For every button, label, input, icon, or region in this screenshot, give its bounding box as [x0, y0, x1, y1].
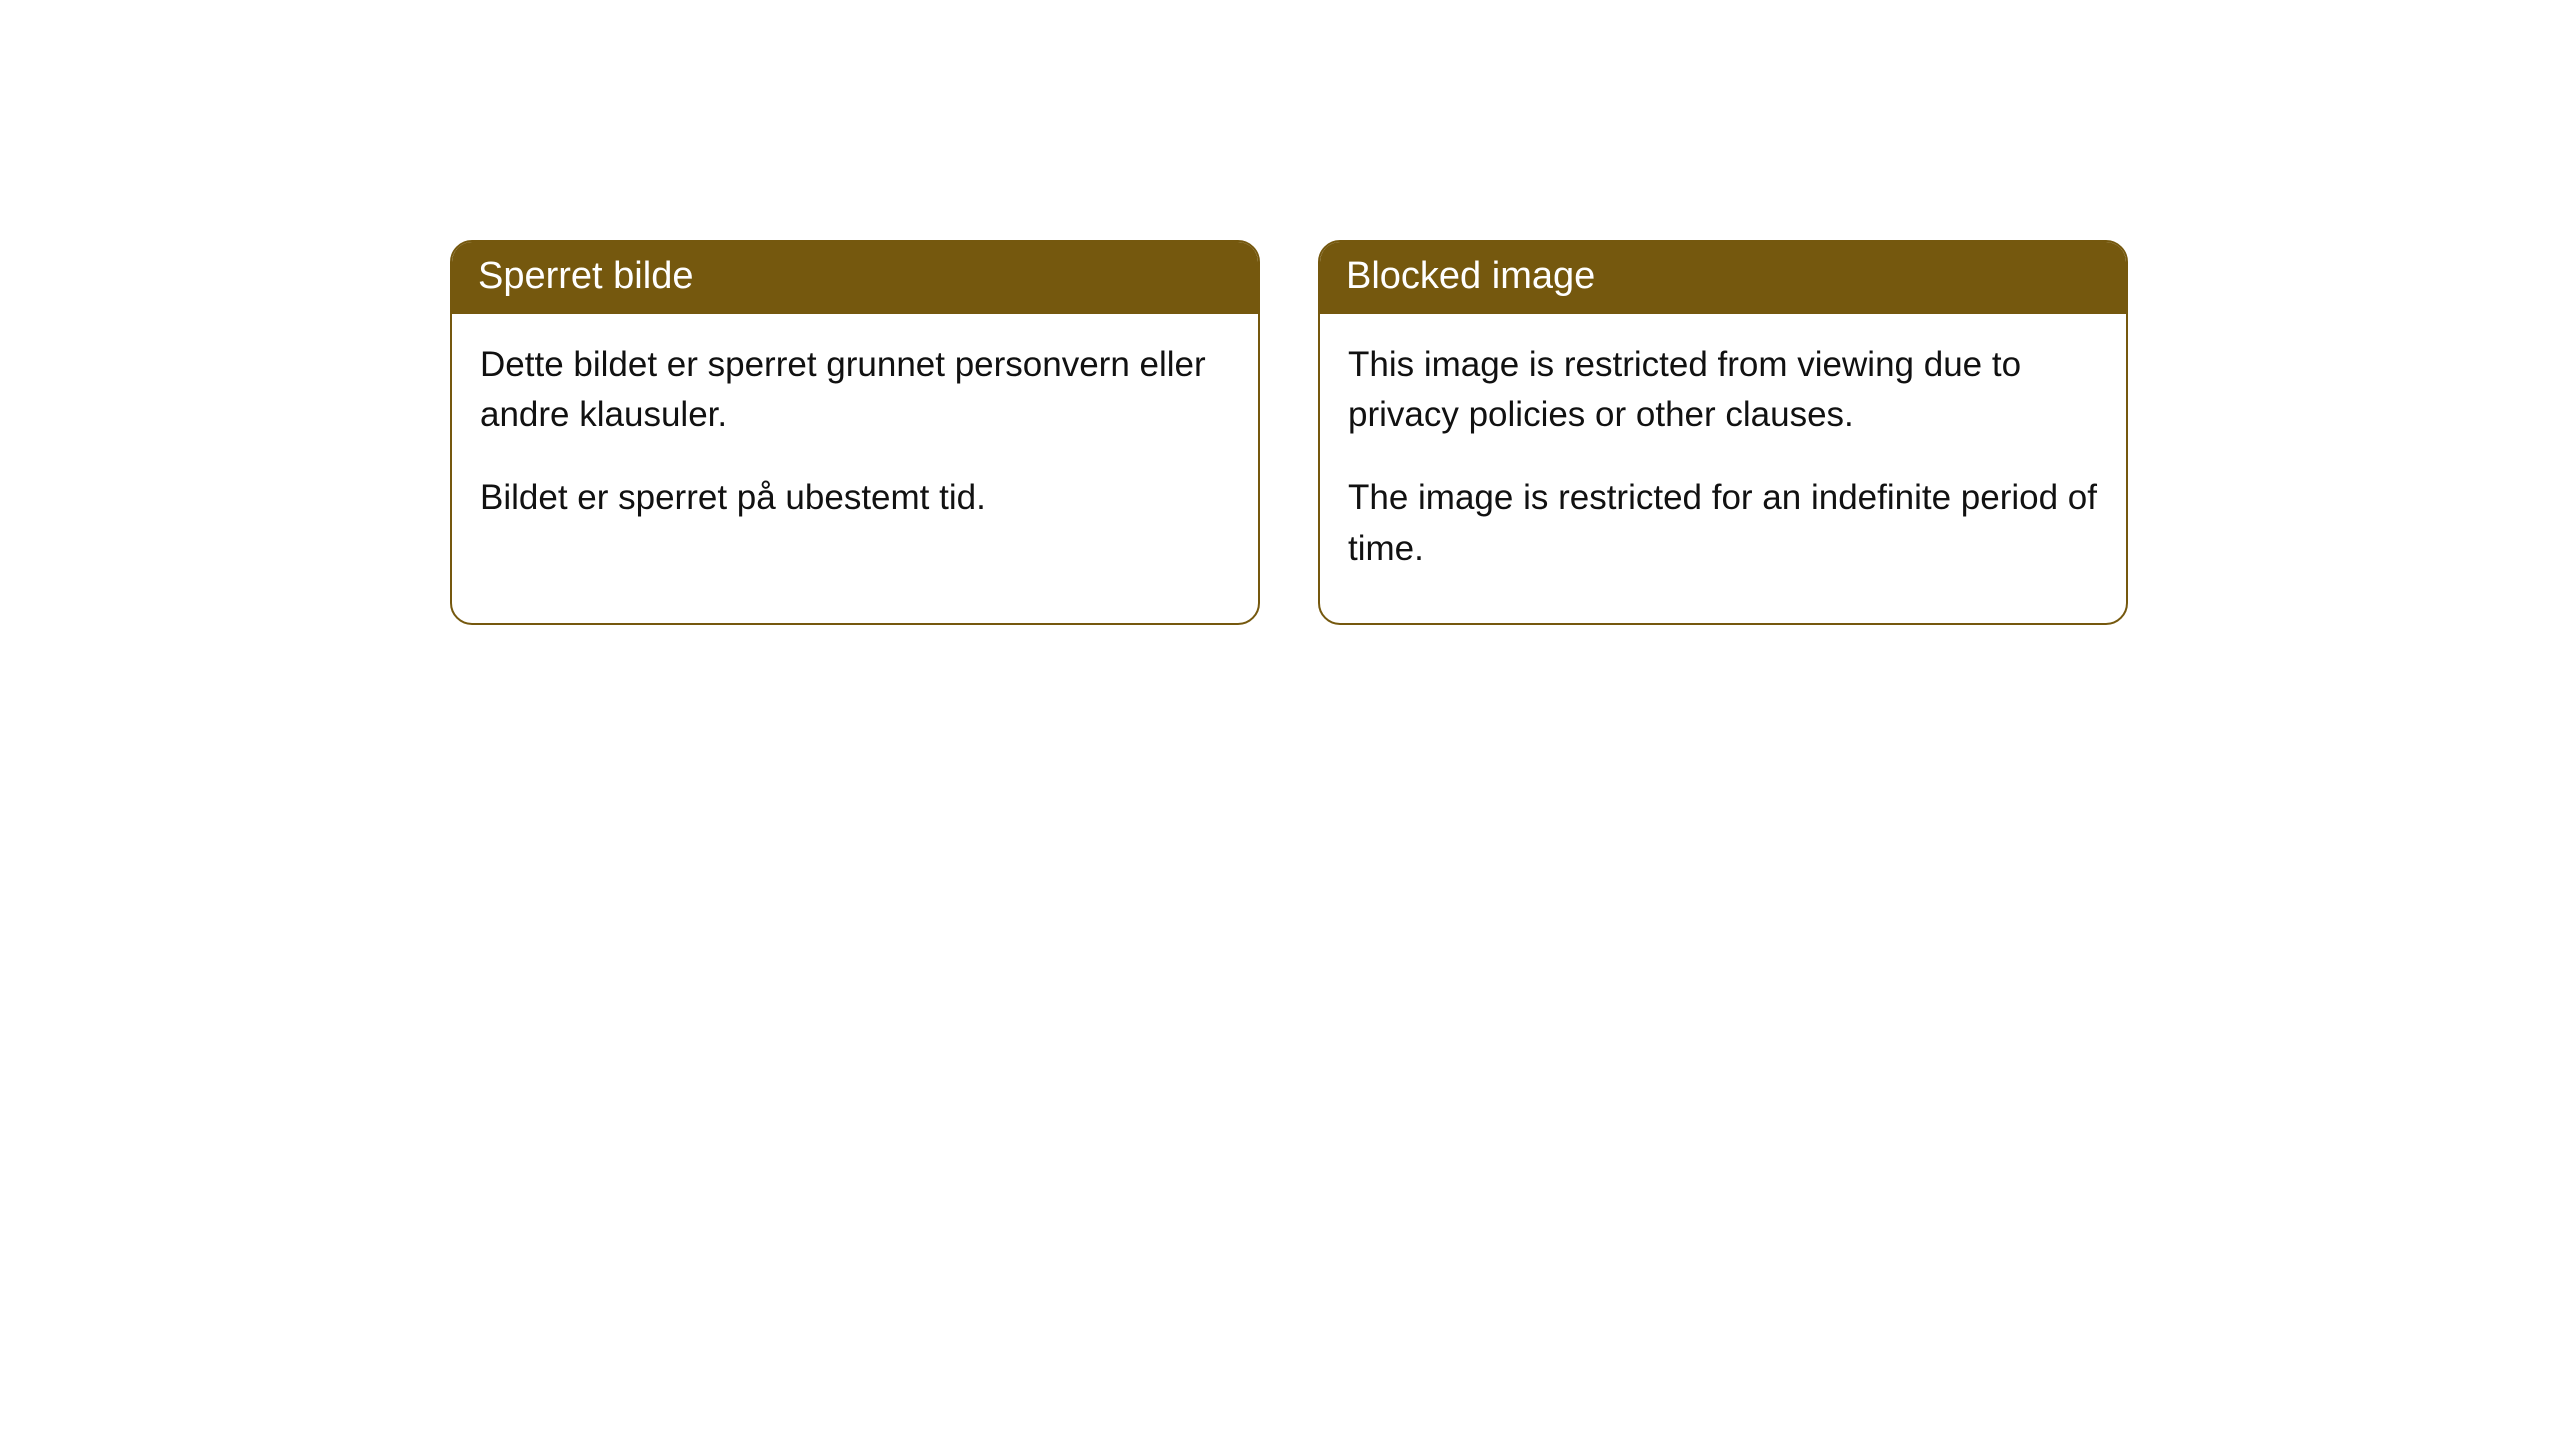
card-body: This image is restricted from viewing du…	[1320, 314, 2126, 623]
notice-card-norwegian: Sperret bilde Dette bildet er sperret gr…	[450, 240, 1260, 625]
card-paragraph: The image is restricted for an indefinit…	[1348, 473, 2098, 575]
card-paragraph: This image is restricted from viewing du…	[1348, 340, 2098, 442]
card-body: Dette bildet er sperret grunnet personve…	[452, 314, 1258, 572]
card-header: Sperret bilde	[452, 242, 1258, 314]
card-header: Blocked image	[1320, 242, 2126, 314]
notice-container: Sperret bilde Dette bildet er sperret gr…	[450, 240, 2128, 625]
notice-card-english: Blocked image This image is restricted f…	[1318, 240, 2128, 625]
card-paragraph: Dette bildet er sperret grunnet personve…	[480, 340, 1230, 442]
card-paragraph: Bildet er sperret på ubestemt tid.	[480, 473, 1230, 524]
